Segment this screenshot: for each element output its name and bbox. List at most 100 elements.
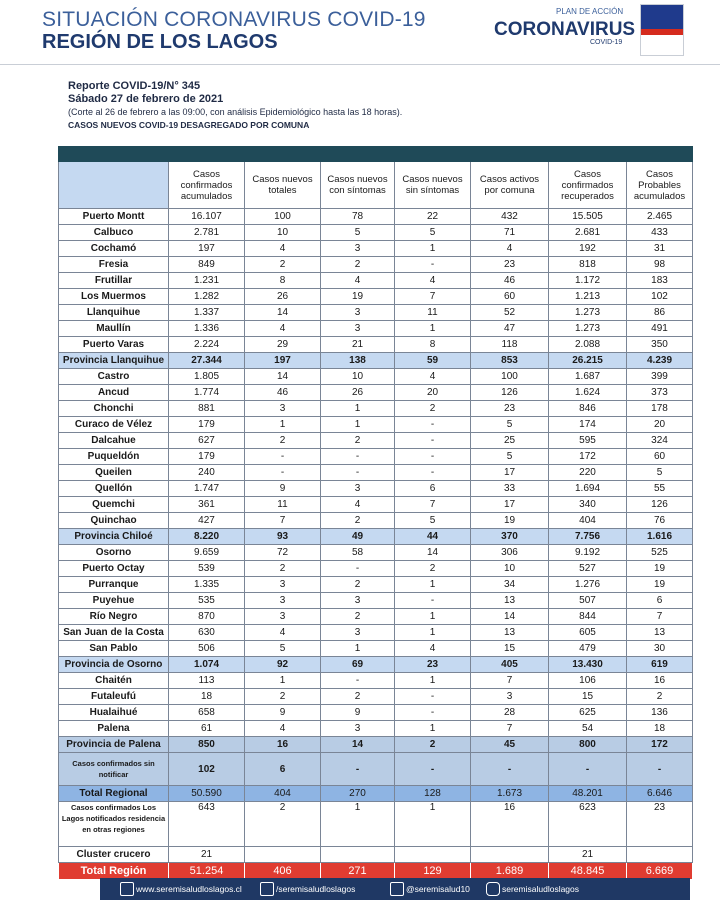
cell: -	[394, 592, 471, 609]
cell: 404	[244, 785, 321, 802]
cell: 9.659	[168, 544, 245, 561]
cell: 220	[548, 464, 627, 481]
cell: 100	[244, 208, 321, 225]
cell: 179	[168, 416, 245, 433]
row: Maullín 1.336 4 3 1 47 1.273 491	[58, 320, 693, 337]
cell: 2	[320, 432, 395, 449]
cell: 44	[394, 528, 471, 545]
row-label: Castro	[58, 368, 169, 385]
cell: -	[394, 416, 471, 433]
cell: 340	[548, 496, 627, 513]
cell: 405	[470, 656, 549, 673]
cell: 3	[320, 592, 395, 609]
cell: 605	[548, 624, 627, 641]
cell: -	[470, 752, 549, 786]
row: Osorno 9.659 72 58 14 306 9.192 525	[58, 544, 693, 561]
cell: 1	[244, 672, 321, 689]
logo-top: PLAN DE ACCIÓN	[556, 7, 624, 16]
row-label: Quinchao	[58, 512, 169, 529]
cell	[320, 846, 395, 863]
row-label: San Juan de la Costa	[58, 624, 169, 641]
cell: 1	[394, 576, 471, 593]
cell: 26	[320, 384, 395, 401]
cell: 106	[548, 672, 627, 689]
cell: -	[394, 688, 471, 705]
cell: 4	[244, 320, 321, 337]
cell: 86	[626, 304, 693, 321]
cell: 2	[320, 512, 395, 529]
cell: 197	[168, 240, 245, 257]
report-number: Reporte COVID-19/N° 345	[68, 80, 201, 92]
cell: 6	[626, 592, 693, 609]
cell: 19	[626, 576, 693, 593]
cell: 1	[394, 801, 471, 847]
column-header: Casos nuevos con síntomas	[320, 161, 395, 209]
cell: -	[244, 464, 321, 481]
column-header: Casos confirmados recuperados	[548, 161, 627, 209]
cell: 539	[168, 560, 245, 577]
row-label: Casos confirmados sin notificar	[58, 752, 169, 786]
cell: 2	[394, 560, 471, 577]
cell: 13.430	[548, 656, 627, 673]
cell: 18	[626, 720, 693, 737]
cell: 183	[626, 272, 693, 289]
twitter-icon	[390, 882, 404, 896]
cell: 25	[470, 432, 549, 449]
cell: 71	[470, 224, 549, 241]
cell: 373	[626, 384, 693, 401]
row: Queilen 240- - -17 220 5	[58, 464, 693, 481]
row-label: Maullín	[58, 320, 169, 337]
cell: 33	[470, 480, 549, 497]
row: Casos confirmados Los Lagos notificados …	[58, 801, 693, 847]
row-label: Los Muermos	[58, 288, 169, 305]
cell: 1.172	[548, 272, 627, 289]
cell: 20	[626, 416, 693, 433]
row: Quinchao 427 7 2 5 19 404 76	[58, 512, 693, 529]
row-label: Curaco de Vélez	[58, 416, 169, 433]
cell: 6.669	[626, 862, 693, 880]
cell: -	[320, 448, 395, 465]
row: Llanquihue 1.337 14 3 11 52 1.273 86	[58, 304, 693, 321]
logo-sub: COVID-19	[590, 39, 623, 46]
cell: 432	[470, 208, 549, 225]
cell: 29	[244, 336, 321, 353]
cell: 23	[394, 656, 471, 673]
cell: 2	[244, 688, 321, 705]
cell: 1.276	[548, 576, 627, 593]
cell: 853	[470, 352, 549, 369]
cell: 5	[626, 464, 693, 481]
cell: 197	[244, 352, 321, 369]
cell: 128	[394, 785, 471, 802]
cell: 7.756	[548, 528, 627, 545]
row: Los Muermos 1.282 26 19 7 60 1.213 102	[58, 288, 693, 305]
cell: 1.616	[626, 528, 693, 545]
row-label: Ancud	[58, 384, 169, 401]
cell: 5	[470, 448, 549, 465]
cell: 306	[470, 544, 549, 561]
cell: 4	[394, 368, 471, 385]
row: Puqueldón 179- - -5 172 60	[58, 448, 693, 465]
cell: 72	[244, 544, 321, 561]
instagram-icon	[486, 882, 500, 896]
cell: 60	[470, 288, 549, 305]
cell: -	[548, 752, 627, 786]
cell: 16	[470, 801, 549, 847]
cell: 623	[548, 801, 627, 847]
cell: 406	[244, 862, 321, 880]
row: Quellón 1.747 9 3 6 33 1.694 55	[58, 480, 693, 497]
cell: 22	[394, 208, 471, 225]
row-label: Cluster crucero	[58, 846, 169, 863]
cell: 78	[320, 208, 395, 225]
cell: 324	[626, 432, 693, 449]
row-label: Chaitén	[58, 672, 169, 689]
row: Curaco de Vélez 179 1 1-5 174 20	[58, 416, 693, 433]
cell: 9.192	[548, 544, 627, 561]
header-band	[58, 146, 693, 162]
cell: 3	[244, 400, 321, 417]
cell: 28	[470, 704, 549, 721]
row-label: Provincia Chiloé	[58, 528, 169, 545]
row: Frutillar 1.231 8 4 4 46 1.172 183	[58, 272, 693, 289]
row-label: San Pablo	[58, 640, 169, 657]
cell: 525	[626, 544, 693, 561]
cell: 3	[320, 320, 395, 337]
